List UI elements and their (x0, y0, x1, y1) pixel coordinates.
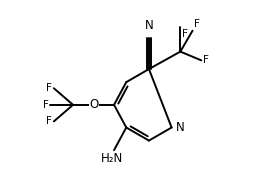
Text: F: F (43, 100, 49, 110)
Text: F: F (46, 116, 52, 126)
Text: F: F (182, 29, 188, 39)
Text: F: F (194, 19, 200, 29)
Text: H₂N: H₂N (101, 152, 123, 165)
Text: N: N (145, 19, 153, 32)
Text: N: N (176, 121, 185, 134)
Text: O: O (89, 98, 99, 111)
Text: F: F (203, 55, 209, 65)
Text: F: F (46, 83, 52, 93)
